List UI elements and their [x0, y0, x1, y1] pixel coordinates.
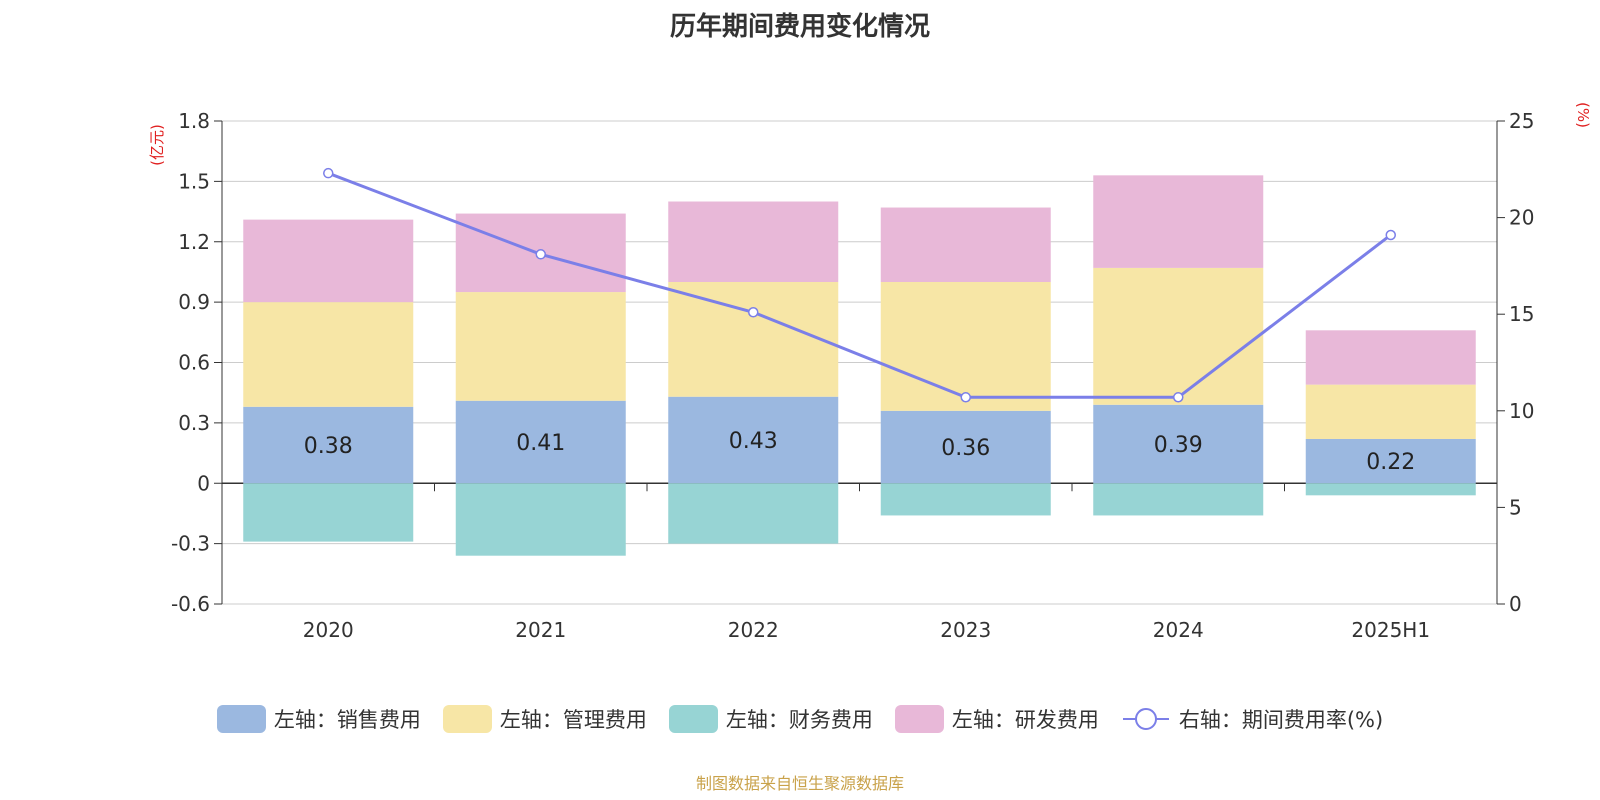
bar-3-2020 — [243, 483, 414, 542]
bar-value-label: 0.22 — [1366, 450, 1415, 475]
rate-line-point — [535, 249, 546, 260]
bar-1-2023 — [880, 410, 1051, 484]
bar-1-2020 — [243, 406, 414, 484]
bar-4-2024 — [1093, 175, 1264, 268]
bar-4-2023 — [880, 207, 1051, 282]
rate-line-point — [1173, 392, 1184, 403]
bar-1-2022 — [668, 396, 839, 484]
x-axis-tick-label: 2023 — [940, 618, 991, 642]
bars — [243, 175, 1476, 556]
right-axis-tick-label: 5 — [1509, 495, 1522, 519]
bar-2-2024 — [1093, 267, 1264, 405]
bar-2-2023 — [880, 282, 1051, 411]
bar-value-label: 0.39 — [1154, 433, 1203, 458]
legend-item[interactable]: 左轴：销售费用 — [216, 704, 421, 734]
rate-line-point — [1385, 229, 1396, 241]
legend-label: 右轴：期间费用率(%) — [1178, 708, 1384, 732]
legend-label: 左轴：研发费用 — [951, 708, 1099, 732]
left-axis-tick-label: 0.9 — [178, 290, 210, 314]
legend-line-marker — [1122, 708, 1169, 730]
bar-3-2024 — [1093, 483, 1264, 516]
right-axis-tick-label: 15 — [1509, 302, 1534, 326]
legend-item[interactable]: 左轴：研发费用 — [894, 704, 1099, 734]
bar-2-2020 — [243, 302, 414, 407]
bar-value-label: 0.38 — [304, 434, 353, 459]
rate-line-point — [960, 392, 971, 403]
right-axis-unit: (%) — [1574, 102, 1592, 128]
chart-title: 历年期间费用变化情况 — [669, 12, 930, 42]
bar-4-2020 — [243, 219, 414, 303]
bar-4-2025H1 — [1305, 330, 1476, 385]
right-axis-tick-label: 10 — [1509, 399, 1534, 423]
left-axis-tick-label: 0.3 — [178, 411, 210, 435]
bar-3-2023 — [880, 483, 1051, 516]
data-labels: 0.38 0.41 0.43 0.36 0.39 0.22 — [304, 429, 1415, 475]
chart-plot: 1.8 1.5 1.2 0.9 0.6 0.3 0 -0.3 -0.6 25 20 15 10 5 0 202… — [148, 102, 1592, 642]
left-axis-tick-label: 1.8 — [178, 109, 210, 133]
bar-3-2021 — [455, 483, 626, 556]
bar-value-label: 0.41 — [516, 431, 565, 456]
bar-3-2022 — [668, 483, 839, 544]
legend-swatch — [668, 705, 718, 733]
rate-line-point — [748, 307, 759, 318]
bar-2-2022 — [668, 282, 839, 397]
right-axis-tick-label: 25 — [1509, 109, 1534, 133]
x-axis-tick-label: 2025H1 — [1351, 618, 1430, 642]
bar-value-label: 0.36 — [941, 436, 990, 461]
bar-1-2021 — [455, 400, 626, 484]
x-axis-tick-label: 2022 — [728, 618, 779, 642]
data-source-note: 制图数据来自恒生聚源数据库 — [695, 774, 904, 793]
left-axis-unit: (亿元) — [148, 124, 166, 166]
left-axis-tick-label: -0.6 — [171, 592, 210, 616]
legend: 左轴：销售费用 左轴：管理费用 左轴：财务费用 左轴：研发费用 右轴：期间费用率(%) — [0, 704, 1600, 734]
bar-2-2021 — [455, 292, 626, 401]
legend-label: 左轴：销售费用 — [273, 708, 421, 732]
legend-swatch — [894, 705, 944, 733]
left-axis-tick-label: 1.5 — [178, 169, 210, 193]
legend-label: 左轴：财务费用 — [725, 708, 873, 732]
x-axis-tick-label: 2024 — [1153, 618, 1204, 642]
bar-2-2025H1 — [1305, 384, 1476, 439]
legend-swatch — [216, 705, 266, 733]
left-axis-tick-label: 1.2 — [178, 230, 210, 254]
rate-line-point — [323, 167, 334, 179]
legend-item[interactable]: 左轴：管理费用 — [442, 704, 647, 734]
left-axis-tick-label: 0 — [197, 471, 210, 495]
axes: 1.8 1.5 1.2 0.9 0.6 0.3 0 -0.3 -0.6 25 20 15 10 5 0 202… — [171, 109, 1534, 642]
legend-label: 左轴：管理费用 — [499, 708, 647, 732]
legend-item[interactable]: 右轴：期间费用率(%) — [1121, 704, 1383, 734]
left-axis-tick-label: 0.6 — [178, 351, 210, 375]
bar-1-2025H1 — [1305, 438, 1476, 484]
bar-1-2024 — [1093, 404, 1264, 484]
bar-value-label: 0.43 — [729, 429, 778, 454]
rate-line — [323, 167, 1396, 403]
x-axis-tick-label: 2021 — [515, 618, 566, 642]
rate-line-path — [327, 171, 1392, 399]
x-axis-tick-label: 2020 — [303, 618, 354, 642]
bar-4-2022 — [668, 201, 839, 282]
right-axis-tick-label: 20 — [1509, 206, 1534, 230]
left-axis-tick-label: -0.3 — [171, 532, 210, 556]
legend-item[interactable]: 左轴：财务费用 — [668, 704, 873, 734]
legend-swatch — [442, 705, 492, 733]
right-axis-tick-label: 0 — [1509, 592, 1522, 616]
bar-3-2025H1 — [1305, 483, 1476, 496]
